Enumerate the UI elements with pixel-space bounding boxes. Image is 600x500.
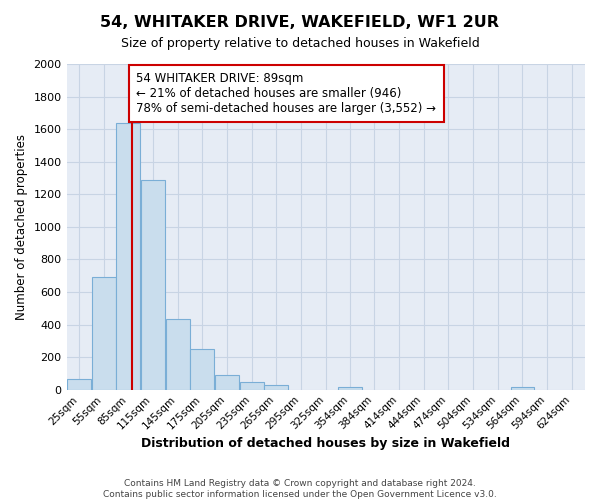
Text: Size of property relative to detached houses in Wakefield: Size of property relative to detached ho… — [121, 38, 479, 51]
X-axis label: Distribution of detached houses by size in Wakefield: Distribution of detached houses by size … — [141, 437, 510, 450]
Bar — [116, 122, 140, 390]
Text: Contains HM Land Registry data © Crown copyright and database right 2024.: Contains HM Land Registry data © Crown c… — [124, 478, 476, 488]
Bar — [265, 385, 289, 390]
Bar — [166, 319, 190, 390]
Bar — [215, 376, 239, 390]
Bar — [141, 180, 165, 390]
Text: Contains public sector information licensed under the Open Government Licence v3: Contains public sector information licen… — [103, 490, 497, 499]
Bar — [67, 379, 91, 390]
Text: 54, WHITAKER DRIVE, WAKEFIELD, WF1 2UR: 54, WHITAKER DRIVE, WAKEFIELD, WF1 2UR — [101, 15, 499, 30]
Y-axis label: Number of detached properties: Number of detached properties — [15, 134, 28, 320]
Bar — [190, 349, 214, 390]
Bar — [92, 276, 116, 390]
Bar — [338, 387, 362, 390]
Text: 54 WHITAKER DRIVE: 89sqm
← 21% of detached houses are smaller (946)
78% of semi-: 54 WHITAKER DRIVE: 89sqm ← 21% of detach… — [136, 72, 436, 115]
Bar — [240, 382, 263, 390]
Bar — [511, 387, 535, 390]
